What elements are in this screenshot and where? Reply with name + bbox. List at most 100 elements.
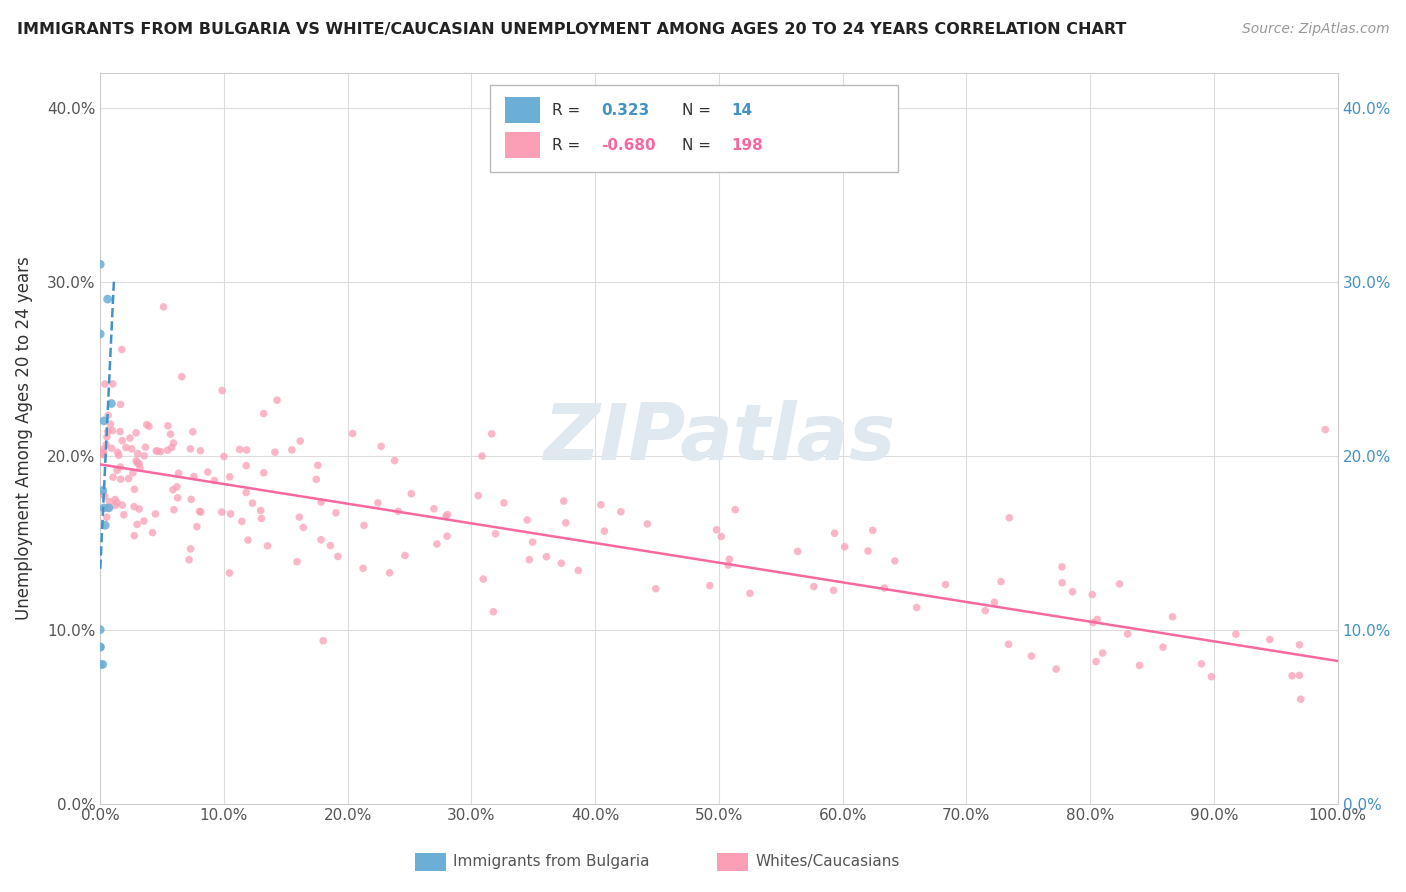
Point [170,369,193,384]
Point [104,492,127,507]
Point [101,470,124,484]
Point [212,450,235,464]
Point [91,657,114,672]
Point [96,510,118,524]
Point [177,552,200,566]
Point [91,442,114,457]
Point [91,487,114,501]
Point [281,442,304,457]
Point [1045,662,1067,676]
Point [834,540,856,554]
Point [516,513,538,527]
Point [1021,649,1043,664]
Point [266,393,288,408]
Point [152,300,174,314]
FancyBboxPatch shape [505,132,540,159]
Point [108,425,131,439]
Point [436,508,458,522]
Point [138,419,160,434]
Point [353,518,375,533]
Point [235,458,257,473]
Point [253,407,276,421]
Point [96,438,118,452]
Point [384,453,406,467]
Point [484,526,506,541]
Point [111,434,134,448]
Point [127,517,149,532]
Point [436,529,458,543]
Point [1108,577,1130,591]
Point [253,466,276,480]
Point [1225,627,1247,641]
Point [550,556,572,570]
Point [718,552,741,566]
Point [997,637,1019,651]
Point [1201,670,1223,684]
Point [89,640,111,654]
Point [89,257,111,271]
Point [883,554,905,568]
Point [134,449,156,463]
Point [292,520,315,534]
Point [89,326,111,341]
Point [517,552,540,566]
Point [1315,423,1337,437]
Point [249,503,271,517]
Point [159,427,181,442]
Point [162,436,184,450]
Point [128,457,150,471]
Y-axis label: Unemployment Among Ages 20 to 24 years: Unemployment Among Ages 20 to 24 years [15,256,32,620]
Point [256,539,278,553]
Point [167,467,190,481]
Point [935,577,957,591]
Point [118,431,141,445]
Point [856,544,879,558]
Point [89,623,111,637]
Point [305,472,328,486]
Point [135,417,157,432]
Point [593,524,616,538]
Point [309,495,332,509]
Point [589,498,612,512]
Point [162,483,184,497]
Point [111,343,134,357]
Point [1081,588,1104,602]
Point [128,502,150,516]
Point [180,541,202,556]
Point [179,442,201,456]
Point [89,657,111,672]
Text: 0.323: 0.323 [602,103,650,118]
Point [1062,584,1084,599]
Point [94,489,117,503]
FancyBboxPatch shape [491,86,898,171]
Point [236,533,259,547]
Point [636,516,658,531]
Point [1288,668,1310,682]
Point [132,514,155,528]
Point [100,396,122,410]
Point [134,440,156,454]
Point [163,502,186,516]
Point [112,508,135,522]
Point [105,495,128,509]
Point [91,483,114,498]
Point [180,492,202,507]
Point [699,578,721,592]
Point [312,633,335,648]
Point [183,469,205,483]
Point [610,505,633,519]
Point [129,461,152,475]
Text: -0.680: -0.680 [602,137,657,153]
Point [218,470,240,484]
Text: Immigrants from Bulgaria: Immigrants from Bulgaria [453,855,650,869]
Point [122,466,145,480]
Point [104,499,127,513]
Point [235,442,257,457]
Point [285,555,308,569]
Point [325,506,347,520]
Point [472,572,495,586]
Point [423,501,446,516]
Point [124,529,146,543]
Point [342,426,364,441]
Point [105,463,128,477]
